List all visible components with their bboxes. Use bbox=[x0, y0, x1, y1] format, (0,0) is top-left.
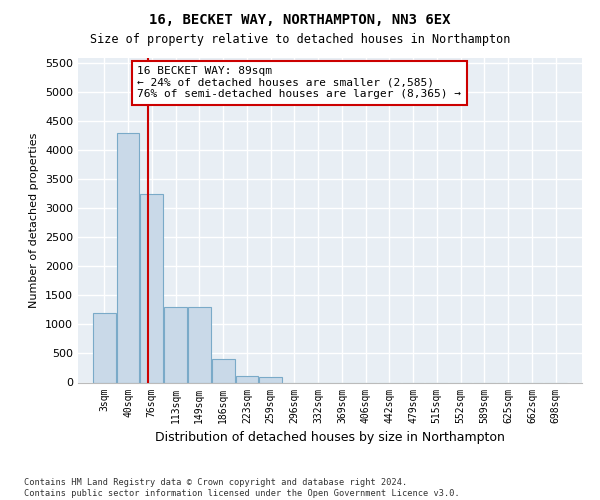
Text: 16, BECKET WAY, NORTHAMPTON, NN3 6EX: 16, BECKET WAY, NORTHAMPTON, NN3 6EX bbox=[149, 12, 451, 26]
X-axis label: Distribution of detached houses by size in Northampton: Distribution of detached houses by size … bbox=[155, 431, 505, 444]
Bar bbox=[164, 307, 187, 382]
Text: Size of property relative to detached houses in Northampton: Size of property relative to detached ho… bbox=[90, 32, 510, 46]
Y-axis label: Number of detached properties: Number of detached properties bbox=[29, 132, 40, 308]
Text: Contains HM Land Registry data © Crown copyright and database right 2024.
Contai: Contains HM Land Registry data © Crown c… bbox=[24, 478, 460, 498]
Bar bbox=[117, 133, 139, 382]
Bar bbox=[259, 378, 282, 382]
Bar bbox=[236, 376, 258, 382]
Text: 16 BECKET WAY: 89sqm
← 24% of detached houses are smaller (2,585)
76% of semi-de: 16 BECKET WAY: 89sqm ← 24% of detached h… bbox=[137, 66, 461, 100]
Bar bbox=[93, 313, 116, 382]
Bar bbox=[140, 194, 163, 382]
Bar bbox=[188, 307, 211, 382]
Bar bbox=[212, 360, 235, 382]
